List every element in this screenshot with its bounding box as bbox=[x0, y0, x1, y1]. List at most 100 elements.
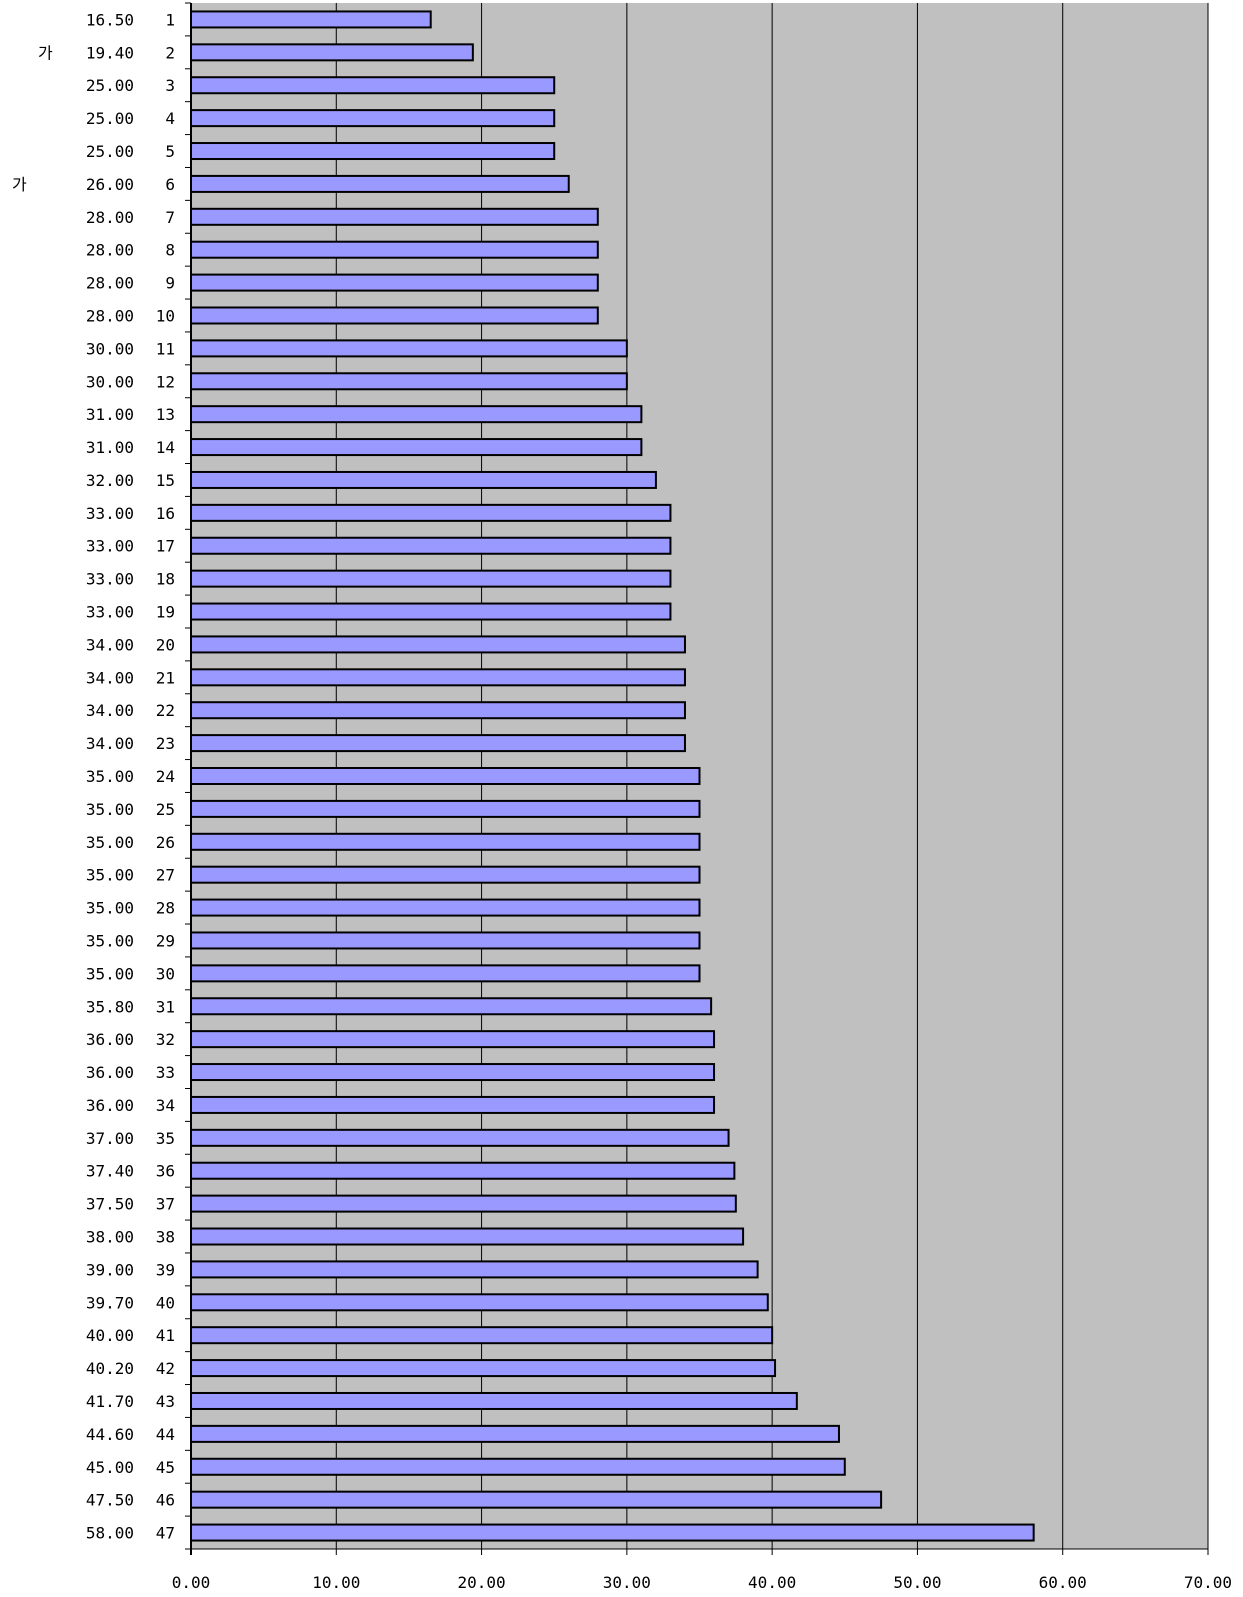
x-tick-label: 10.00 bbox=[312, 1573, 360, 1592]
category-label: 27 bbox=[156, 866, 175, 885]
bar bbox=[190, 1326, 774, 1345]
bar bbox=[190, 273, 599, 292]
value-label: 34.00 bbox=[86, 734, 134, 753]
bar bbox=[190, 1095, 716, 1114]
bar bbox=[190, 668, 686, 687]
value-label: 41.70 bbox=[86, 1392, 134, 1411]
bar bbox=[190, 1161, 736, 1180]
category-label: 12 bbox=[156, 372, 175, 391]
category-label: 1 bbox=[165, 10, 175, 29]
bar bbox=[190, 405, 643, 424]
value-label: 45.00 bbox=[86, 1458, 134, 1477]
category-label: 20 bbox=[156, 635, 175, 654]
category-label: 9 bbox=[165, 274, 175, 293]
category-label: 15 bbox=[156, 471, 175, 490]
bar bbox=[190, 372, 628, 391]
value-label: 36.00 bbox=[86, 1063, 134, 1082]
category-label: 4 bbox=[165, 109, 175, 128]
x-tick-label: 60.00 bbox=[1039, 1573, 1087, 1592]
bar bbox=[190, 503, 672, 522]
value-label: 37.40 bbox=[86, 1162, 134, 1181]
category-label: 21 bbox=[156, 668, 175, 687]
bar bbox=[190, 898, 701, 917]
category-label: 18 bbox=[156, 570, 175, 589]
value-label: 16.50 bbox=[86, 10, 134, 29]
bar bbox=[190, 1128, 730, 1147]
value-label: 33.00 bbox=[86, 603, 134, 622]
bar bbox=[190, 635, 686, 654]
value-label: 37.00 bbox=[86, 1129, 134, 1148]
bar bbox=[190, 1063, 716, 1082]
value-label: 31.00 bbox=[86, 438, 134, 457]
category-label: 30 bbox=[156, 964, 175, 983]
category-label: 46 bbox=[156, 1491, 175, 1510]
value-label: 35.80 bbox=[86, 997, 134, 1016]
value-label: 25.00 bbox=[86, 142, 134, 161]
bar bbox=[190, 1391, 798, 1410]
bar bbox=[190, 10, 432, 29]
category-label: 10 bbox=[156, 306, 175, 325]
category-label: 23 bbox=[156, 734, 175, 753]
value-label: 30.00 bbox=[86, 339, 134, 358]
bar bbox=[190, 470, 657, 489]
bar bbox=[190, 931, 701, 950]
value-label: 25.00 bbox=[86, 109, 134, 128]
category-label: 38 bbox=[156, 1228, 175, 1247]
bar bbox=[190, 865, 701, 884]
category-label: 35 bbox=[156, 1129, 175, 1148]
axes bbox=[185, 2, 1209, 1555]
bar bbox=[190, 43, 474, 62]
x-axis-tick-labels: 0.00 10.00 20.00 30.00 40.00 50.00 60.00 70.00 bbox=[172, 1573, 1232, 1592]
value-label: 28.00 bbox=[86, 274, 134, 293]
bar bbox=[190, 1359, 777, 1378]
bar bbox=[190, 701, 686, 720]
category-label: 16 bbox=[156, 504, 175, 523]
x-tick-label: 40.00 bbox=[748, 1573, 796, 1592]
bar bbox=[190, 1523, 1035, 1542]
category-label: 32 bbox=[156, 1030, 175, 1049]
bar bbox=[190, 602, 672, 621]
category-label: 33 bbox=[156, 1063, 175, 1082]
category-label: 42 bbox=[156, 1359, 175, 1378]
bar bbox=[190, 536, 672, 555]
category-label: 47 bbox=[156, 1524, 175, 1543]
bar bbox=[190, 734, 686, 753]
value-label: 35.00 bbox=[86, 964, 134, 983]
value-label: 44.60 bbox=[86, 1425, 134, 1444]
bar bbox=[190, 174, 570, 193]
x-tick-label: 50.00 bbox=[893, 1573, 941, 1592]
category-label: 24 bbox=[156, 767, 175, 786]
value-label: 25.00 bbox=[86, 76, 134, 95]
category-label: 25 bbox=[156, 800, 175, 819]
bar bbox=[190, 306, 599, 325]
value-label: 34.00 bbox=[86, 635, 134, 654]
value-label: 58.00 bbox=[86, 1524, 134, 1543]
value-label: 31.00 bbox=[86, 405, 134, 424]
category-label: 41 bbox=[156, 1326, 175, 1345]
value-label: 40.20 bbox=[86, 1359, 134, 1378]
bar bbox=[190, 767, 701, 785]
category-label: 7 bbox=[165, 208, 175, 227]
bar bbox=[190, 1293, 769, 1312]
value-label: 36.00 bbox=[86, 1096, 134, 1115]
category-label: 43 bbox=[156, 1392, 175, 1411]
value-label: 35.00 bbox=[86, 866, 134, 885]
bar bbox=[190, 1424, 840, 1443]
value-label: 33.00 bbox=[86, 537, 134, 556]
category-label: 14 bbox=[156, 438, 175, 457]
bar bbox=[190, 339, 628, 358]
category-label: 36 bbox=[156, 1162, 175, 1181]
category-label: 31 bbox=[156, 997, 175, 1016]
value-label: 34.00 bbox=[86, 668, 134, 687]
bar bbox=[190, 438, 643, 457]
x-tick-label: 20.00 bbox=[457, 1573, 505, 1592]
value-label: 34.00 bbox=[86, 701, 134, 720]
x-tick-label: 70.00 bbox=[1184, 1573, 1232, 1592]
x-tick-label: 0.00 bbox=[172, 1573, 211, 1592]
x-tick-label: 30.00 bbox=[603, 1573, 651, 1592]
category-label: 19 bbox=[156, 603, 175, 622]
bar bbox=[190, 76, 556, 95]
side-mark: 가 bbox=[12, 175, 27, 194]
value-label: 30.00 bbox=[86, 372, 134, 391]
bar bbox=[190, 832, 701, 851]
